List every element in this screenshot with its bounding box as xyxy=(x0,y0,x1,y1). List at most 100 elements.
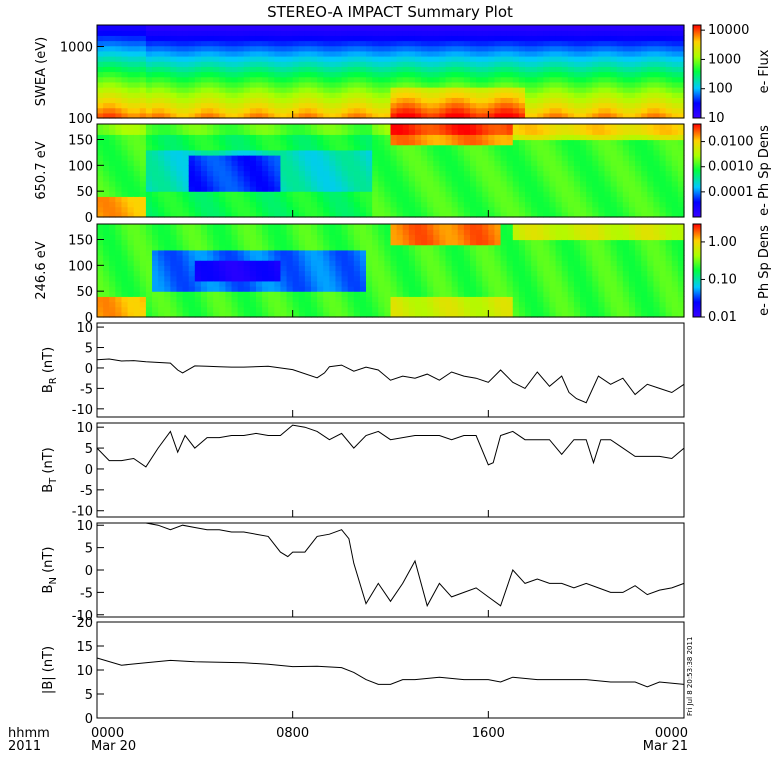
swea-heatmap-cell xyxy=(311,112,318,119)
swea-heatmap-cell xyxy=(506,107,514,114)
swea-heatmap-cell xyxy=(249,50,257,57)
pad650-heatmap-cell xyxy=(580,144,587,151)
pad650-heatmap-cell xyxy=(396,155,404,161)
pad246-heatmap-cell xyxy=(372,234,379,241)
pad246-heatmap-cell xyxy=(133,311,141,318)
swea-heatmap-cell xyxy=(653,61,661,67)
swea-heatmap-cell xyxy=(408,61,416,67)
swea-heatmap-cell xyxy=(280,81,288,88)
pad246-heatmap-cell xyxy=(243,311,251,318)
pad246-heatmap-cell xyxy=(482,229,489,235)
swea-heatmap-cell xyxy=(641,71,648,78)
swea-heatmap-cell xyxy=(525,112,532,119)
pad650-ytick-label: 0 xyxy=(85,211,93,226)
pad246-heatmap-cell xyxy=(274,229,282,235)
pad246-heatmap-cell xyxy=(304,280,312,287)
pad650-heatmap-cell xyxy=(274,211,282,218)
pad650-heatmap-cell xyxy=(494,180,502,187)
pad246-heatmap-cell xyxy=(207,249,214,256)
swea-heatmap-cell xyxy=(213,61,220,67)
pad246-heatmap-cell xyxy=(500,275,508,282)
pad246-heatmap-cell xyxy=(249,239,257,246)
pad246-heatmap-cell xyxy=(457,296,465,303)
pad246-heatmap-cell xyxy=(213,311,220,318)
pad650-heatmap-cell xyxy=(225,124,233,130)
pad650-heatmap-cell xyxy=(506,160,514,166)
swea-heatmap-cell xyxy=(353,112,361,119)
pad650-heatmap-cell xyxy=(152,155,159,161)
pad650-heatmap-cell xyxy=(274,186,282,192)
pad246-heatmap-cell xyxy=(329,244,337,251)
pad246-heatmap-cell xyxy=(543,234,551,241)
swea-heatmap-cell xyxy=(647,112,655,119)
pad650-heatmap-cell xyxy=(335,201,343,208)
pad246-heatmap-cell xyxy=(274,244,282,251)
pad246-heatmap-cell xyxy=(433,286,441,292)
pad246-heatmap-cell xyxy=(194,260,202,266)
pad650-heatmap-cell xyxy=(188,134,196,141)
pad650-heatmap-cell xyxy=(604,155,612,161)
swea-heatmap-cell xyxy=(243,66,251,73)
pad246-heatmap-cell xyxy=(243,301,251,308)
swea-heatmap-cell xyxy=(567,50,575,57)
swea-heatmap-cell xyxy=(604,87,612,93)
pad650-heatmap-cell xyxy=(353,206,361,213)
pad246-heatmap-cell xyxy=(463,296,471,303)
pad246-heatmap-cell xyxy=(494,296,502,303)
swea-heatmap-cell xyxy=(341,45,349,52)
pad650-heatmap-cell xyxy=(347,170,355,177)
pad650-heatmap-cell xyxy=(610,196,618,203)
pad246-heatmap-cell xyxy=(176,224,184,230)
swea-heatmap-cell xyxy=(549,81,557,88)
swea-heatmap-cell xyxy=(494,97,502,104)
pad246-heatmap-cell xyxy=(194,265,202,272)
swea-heatmap-cell xyxy=(255,81,263,88)
pad246-heatmap-cell xyxy=(488,224,496,230)
pad246-heatmap-cell xyxy=(463,239,471,246)
swea-heatmap-cell xyxy=(366,92,373,98)
swea-heatmap-cell xyxy=(207,66,214,73)
swea-heatmap-cell xyxy=(396,102,404,109)
swea-heatmap-cell xyxy=(115,56,123,62)
pad246-heatmap-cell xyxy=(152,291,159,297)
swea-heatmap-cell xyxy=(580,76,587,83)
swea-heatmap-cell xyxy=(366,87,373,93)
swea-heatmap-cell xyxy=(506,66,514,73)
swea-ylabel: SWEA (eV) xyxy=(34,37,49,106)
pad246-heatmap-cell xyxy=(408,239,416,246)
pad650-heatmap-cell xyxy=(567,206,575,213)
pad246-heatmap-cell xyxy=(378,311,385,318)
pad650-heatmap-cell xyxy=(580,155,587,161)
pad246-heatmap-cell xyxy=(200,275,208,282)
swea-heatmap-cell xyxy=(152,40,159,47)
pad650-heatmap-cell xyxy=(433,186,441,192)
swea-heatmap-cell xyxy=(152,87,159,93)
pad650-heatmap-cell xyxy=(304,155,312,161)
swea-heatmap-cell xyxy=(671,30,679,36)
swea-heatmap-cell xyxy=(598,102,606,109)
swea-heatmap-cell xyxy=(512,71,520,78)
swea-heatmap-cell xyxy=(311,107,318,114)
pad246-heatmap-cell xyxy=(414,239,422,246)
pad246-heatmap-cell xyxy=(298,244,306,251)
pad246-heatmap-cell xyxy=(512,286,520,292)
pad246-heatmap-cell xyxy=(164,296,171,303)
pad650-heatmap-cell xyxy=(518,124,526,130)
swea-heatmap-cell xyxy=(561,25,569,31)
pad650-heatmap-cell xyxy=(152,196,159,203)
pad246-heatmap-cell xyxy=(207,224,214,230)
swea-heatmap-cell xyxy=(145,30,153,36)
swea-heatmap-cell xyxy=(500,30,508,36)
pad246-heatmap-cell xyxy=(427,260,434,266)
swea-heatmap-cell xyxy=(537,35,544,42)
pad246-heatmap-cell xyxy=(378,255,385,261)
pad246-heatmap-cell xyxy=(372,275,379,282)
swea-heatmap-cell xyxy=(97,45,104,52)
pad650-heatmap-cell xyxy=(457,139,465,146)
pad246-heatmap-cell xyxy=(268,224,275,230)
pad246-heatmap-cell xyxy=(567,249,575,256)
pad650-heatmap-cell xyxy=(176,191,184,197)
pad246-heatmap-cell xyxy=(231,291,239,297)
swea-heatmap-cell xyxy=(317,56,324,62)
swea-heatmap-cell xyxy=(115,87,123,93)
